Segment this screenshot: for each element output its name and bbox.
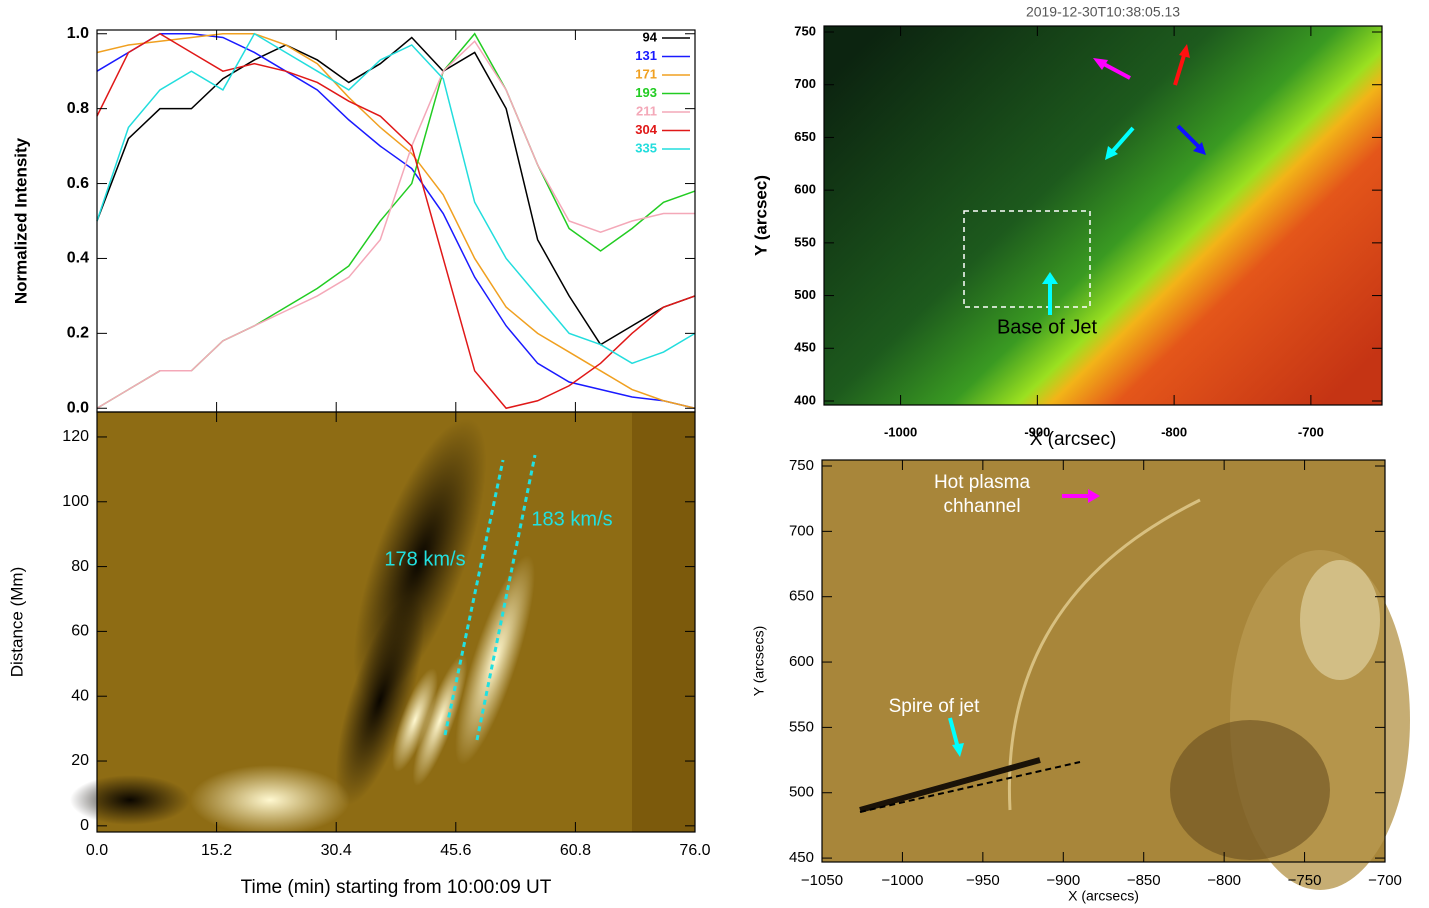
legend-label: 335 bbox=[635, 140, 657, 155]
x-tick-label: −800 bbox=[1207, 872, 1241, 889]
series-line bbox=[96, 36, 696, 346]
annotation: Base of Jet bbox=[997, 316, 1098, 338]
y-tick-label: 20 bbox=[71, 752, 89, 769]
x-tick-label: −1050 bbox=[801, 872, 843, 889]
x-tick-label: −1000 bbox=[881, 872, 923, 889]
y-tick-label: 700 bbox=[789, 522, 814, 539]
annotation: 183 km/s bbox=[531, 508, 612, 530]
x-tick-label: -700 bbox=[1298, 424, 1324, 439]
series-line bbox=[96, 32, 696, 409]
legend-label: 171 bbox=[635, 66, 657, 81]
x-tick-label: −900 bbox=[1046, 872, 1080, 889]
y-tick-label: 700 bbox=[794, 76, 816, 91]
difference-image bbox=[822, 460, 1410, 890]
annotation: chhannel bbox=[943, 496, 1020, 517]
y-tick-label: 500 bbox=[789, 784, 814, 801]
x-tick-label: 60.8 bbox=[560, 842, 591, 859]
y-tick-label: 0.0 bbox=[67, 399, 89, 416]
y-axis-label: Normalized Intensity bbox=[11, 137, 30, 304]
x-tick-label: −700 bbox=[1368, 872, 1402, 889]
y-tick-label: 450 bbox=[789, 849, 814, 866]
series-line bbox=[96, 32, 696, 410]
x-tick-label: -800 bbox=[1161, 424, 1187, 439]
y-tick-label: 0 bbox=[80, 817, 89, 834]
y-tick-label: 120 bbox=[62, 428, 89, 445]
x-tick-label: 45.6 bbox=[440, 842, 471, 859]
y-axis-label: Y (arcsec) bbox=[751, 175, 770, 256]
legend-label: 94 bbox=[643, 29, 658, 44]
series-line bbox=[96, 32, 696, 365]
y-tick-label: 400 bbox=[794, 392, 816, 407]
y-tick-label: 450 bbox=[794, 340, 816, 355]
y-tick-label: 500 bbox=[794, 287, 816, 302]
y-tick-label: 0.4 bbox=[67, 250, 89, 267]
chart-title: 2019-12-30T10:38:05.13 bbox=[1026, 4, 1180, 20]
legend-label: 131 bbox=[635, 48, 657, 63]
y-tick-label: 550 bbox=[789, 718, 814, 735]
y-tick-label: 60 bbox=[71, 623, 89, 640]
annotation: Hot plasma bbox=[934, 472, 1031, 493]
y-tick-label: 40 bbox=[71, 687, 89, 704]
annotation: 178 km/s bbox=[384, 548, 465, 570]
plot-frame bbox=[96, 411, 696, 833]
series-line bbox=[96, 40, 695, 409]
legend-label: 304 bbox=[635, 122, 657, 137]
y-tick-label: 0.2 bbox=[67, 325, 89, 342]
plot-frame bbox=[823, 25, 1383, 406]
legend-label: 193 bbox=[635, 85, 657, 100]
y-tick-label: 0.8 bbox=[67, 100, 89, 117]
y-tick-label: 600 bbox=[794, 182, 816, 197]
series-line bbox=[96, 32, 696, 409]
y-tick-label: 0.6 bbox=[67, 175, 89, 192]
x-axis-label: X (arcsecs) bbox=[1068, 888, 1139, 904]
x-tick-label: 76.0 bbox=[679, 842, 710, 859]
x-tick-label: 0.0 bbox=[86, 842, 108, 859]
x-axis-label: Time (min) starting from 10:00:09 UT bbox=[241, 877, 552, 898]
annotation: Spire of jet bbox=[889, 696, 981, 717]
aia-image bbox=[824, 26, 1382, 405]
x-tick-label: −850 bbox=[1127, 872, 1161, 889]
x-tick-label: -900 bbox=[1024, 424, 1050, 439]
x-tick-label: 30.4 bbox=[321, 842, 352, 859]
y-tick-label: 650 bbox=[789, 588, 814, 605]
y-axis-label: Distance (Mm) bbox=[7, 567, 26, 678]
legend-label: 211 bbox=[636, 103, 657, 118]
y-tick-label: 650 bbox=[794, 129, 816, 144]
time-distance-image bbox=[70, 412, 695, 835]
series-line bbox=[96, 32, 696, 409]
y-tick-label: 550 bbox=[794, 234, 816, 249]
y-tick-label: 100 bbox=[62, 493, 89, 510]
y-tick-label: 600 bbox=[789, 653, 814, 670]
y-tick-label: 80 bbox=[71, 558, 89, 575]
x-axis-label: X (arcsec) bbox=[1030, 429, 1117, 450]
y-tick-label: 750 bbox=[794, 23, 816, 38]
plot-frame bbox=[96, 29, 696, 413]
plot-frame bbox=[821, 459, 1386, 863]
x-tick-label: 15.2 bbox=[201, 842, 232, 859]
x-tick-label: -1000 bbox=[884, 424, 917, 439]
y-tick-label: 1.0 bbox=[67, 25, 89, 42]
y-axis-label: Y (arcsecs) bbox=[751, 626, 767, 697]
y-tick-label: 750 bbox=[789, 457, 814, 474]
x-tick-label: −950 bbox=[966, 872, 1000, 889]
x-tick-label: −750 bbox=[1288, 872, 1322, 889]
